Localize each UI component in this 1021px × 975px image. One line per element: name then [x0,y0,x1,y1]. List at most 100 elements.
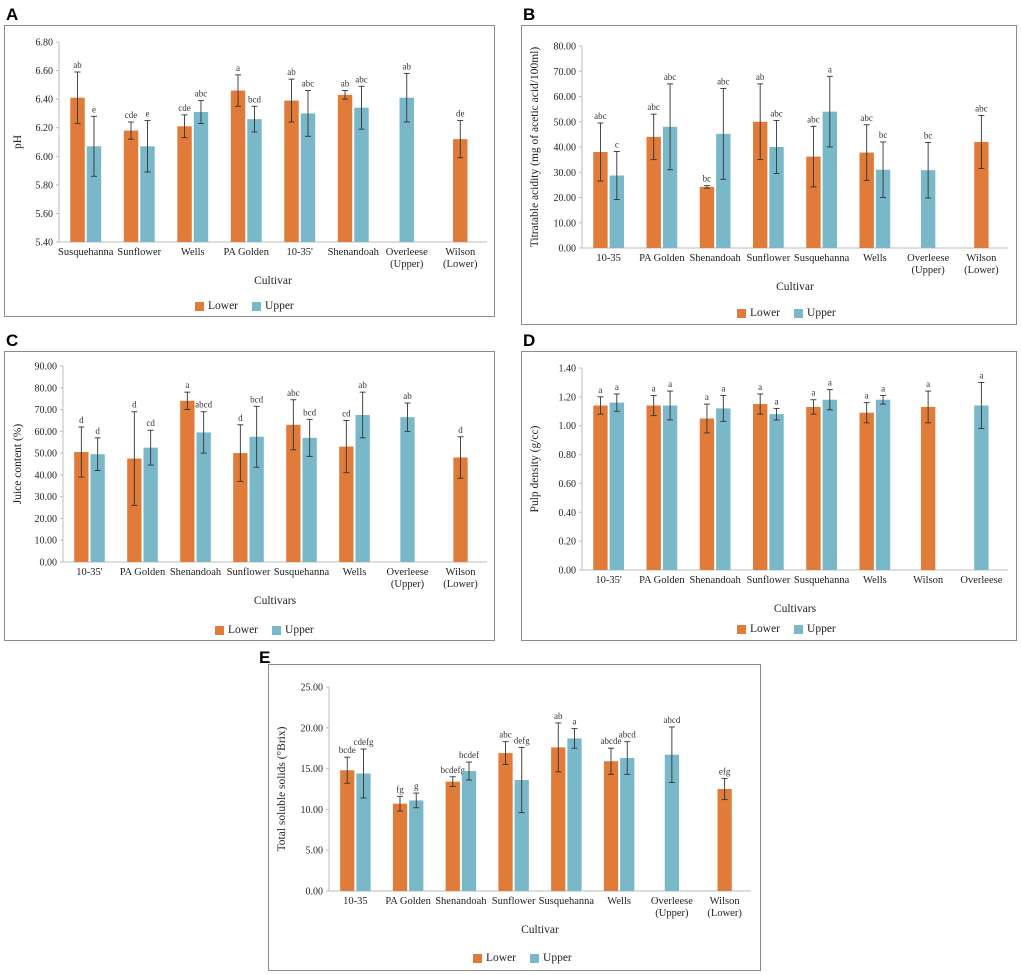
x-category-label: Overleese [387,567,429,578]
significance-letter: d [79,415,84,425]
bar-lower [233,453,248,562]
significance-letter: fg [396,784,404,794]
y-tick-label: 6.80 [36,38,54,49]
significance-letter: c [615,140,619,150]
significance-letter: bcd [303,407,316,417]
significance-letter: d [132,400,137,410]
bar-lower [453,457,468,562]
bar-upper [193,112,209,242]
x-category-label: (Lower) [443,579,478,590]
bar-lower [752,404,768,570]
x-category-label: 10-35 [343,896,368,907]
bar-lower [337,94,353,242]
bar-upper [769,414,784,570]
chart-svg-d: 0.00 0.20 0.40 0.60 0.80 1.00 1.20 1.40 Pulp den… [529,364,1008,615]
bar-upper [974,405,989,570]
significance-letter: abc [195,89,208,99]
bar-upper [716,408,731,570]
legend-label-lower: Lower [750,307,781,319]
legend-a: Lower Upper [195,300,294,312]
significance-letter: a [865,391,869,401]
significance-letter: abc [594,111,607,121]
bar-lower [752,121,768,248]
legend-item-lower: Lower [215,624,258,636]
x-category-label: PA Golden [639,253,685,264]
bar-lower [70,97,85,242]
bar-lower [180,400,195,562]
x-category-label: 10-35' [76,567,102,578]
x-category-label: (Upper) [391,579,425,590]
bar-lower [127,458,142,562]
x-category-label: Susquehanna [794,253,850,264]
panel-label-d: D [523,331,536,350]
bar-lower [445,781,460,891]
chart-svg-c: 0.00 10.00 20.00 30.00 40.00 50.00 60.00 70.00 8… [12,362,487,607]
y-tick-label: 5.40 [36,238,54,249]
bar-lower [177,126,192,242]
significance-letter: ab [403,61,412,71]
significance-letter: cde [178,103,191,113]
y-tick-label: 5.60 [36,209,54,220]
x-category-label: Wells [863,253,887,264]
panel-label-a: A [6,5,19,24]
bar-upper [86,146,102,242]
bar-upper [355,415,370,562]
significance-letter: efg [719,766,731,776]
x-axis-title: Cultivar [776,281,814,293]
bar-upper [662,126,678,248]
bar-upper [514,780,529,891]
bar-lower [339,446,354,562]
legend-swatch-lower [737,308,746,318]
x-category-label: Wells [343,567,367,578]
bar-upper [875,169,891,248]
bar-lower [699,186,715,248]
significance-letter: bc [924,130,933,140]
bar-lower [806,406,821,570]
x-category-label: Shenandoah [328,247,380,258]
x-category-label: PA Golden [224,247,270,258]
significance-letter: a [811,388,815,398]
bar-upper [90,454,105,562]
y-tick-label: 60.00 [35,427,58,438]
significance-letter: a [668,379,672,389]
significance-letter: bc [879,130,888,140]
legend-swatch-lower [473,953,482,963]
bar-lower [284,100,299,242]
legend-item-lower: Lower [195,300,238,312]
legend-swatch-upper [272,625,282,635]
y-tick-label: 10.00 [301,805,324,816]
legend-item-lower: Lower [737,623,780,635]
bar-lower [123,130,139,242]
significance-letter: d [238,413,243,423]
significance-letter: bcd [250,394,263,404]
x-category-label: Wells [863,575,887,586]
x-category-label: Wilson [445,247,476,258]
bar-upper [196,432,211,562]
y-tick-label: 0.20 [559,537,577,548]
significance-letter: cd [146,418,155,428]
x-category-label: (Lower) [443,259,478,270]
bar-lower [974,141,989,248]
bar-lower [340,770,355,891]
significance-letter: abc [770,108,783,118]
significance-letter: a [615,382,619,392]
significance-letter: ab [358,380,367,390]
bar-upper [620,757,635,891]
y-tick-label: 70.00 [35,405,58,416]
bar-lower [920,406,936,570]
chart-panel-b: 0.00 10.00 20.00 30.00 40.00 50.00 60.00 70.00 8… [521,25,1017,325]
x-category-label: Sunflower [227,567,271,578]
legend-label-lower: Lower [208,300,239,312]
significance-letter: abc [647,102,660,112]
bar-lower [392,803,408,891]
x-category-label: Overleese [651,896,693,907]
significance-letter: d [458,425,463,435]
significance-letter: a [926,379,930,389]
y-tick-label: 50.00 [35,449,58,460]
y-axis-title: Total soluble solids (°Brix) [276,726,288,851]
significance-letter: cd [342,408,351,418]
x-category-label: Wilson [710,896,741,907]
significance-letter: abc [302,79,315,89]
y-axis-title: Juice content (%) [12,424,24,505]
significance-letter: abc [664,72,677,82]
